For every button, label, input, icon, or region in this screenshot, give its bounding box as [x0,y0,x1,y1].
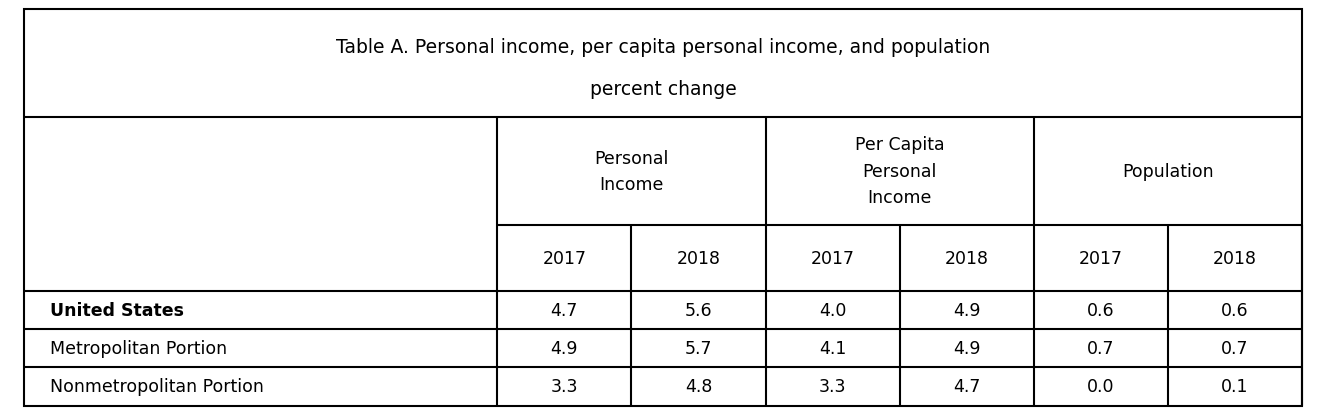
Text: 3.3: 3.3 [550,377,578,396]
Text: Table A. Personal income, per capita personal income, and population: Table A. Personal income, per capita per… [335,38,991,57]
Text: 4.0: 4.0 [819,301,846,319]
Text: 4.9: 4.9 [953,339,980,357]
Text: 0.6: 0.6 [1221,301,1249,319]
Text: 2018: 2018 [944,249,989,267]
Text: 4.8: 4.8 [684,377,712,396]
Text: Personal
Income: Personal Income [594,149,668,194]
Text: 4.7: 4.7 [550,301,578,319]
Text: 4.9: 4.9 [550,339,578,357]
Text: 0.6: 0.6 [1087,301,1115,319]
Text: 0.0: 0.0 [1087,377,1115,396]
Text: 4.9: 4.9 [953,301,980,319]
Text: 4.1: 4.1 [819,339,846,357]
Text: 0.7: 0.7 [1087,339,1115,357]
Text: United States: United States [50,301,184,319]
Text: Population: Population [1122,162,1213,180]
FancyBboxPatch shape [24,10,1302,406]
Text: 5.7: 5.7 [684,339,712,357]
Text: 0.1: 0.1 [1221,377,1249,396]
Text: 2017: 2017 [810,249,855,267]
Text: 2017: 2017 [1079,249,1123,267]
Text: 5.6: 5.6 [684,301,712,319]
Text: 2018: 2018 [1213,249,1257,267]
Text: 2018: 2018 [676,249,720,267]
Text: Per Capita
Personal
Income: Per Capita Personal Income [855,136,944,207]
Text: 0.7: 0.7 [1221,339,1249,357]
Text: 3.3: 3.3 [819,377,846,396]
Text: Nonmetropolitan Portion: Nonmetropolitan Portion [50,377,264,396]
Text: Metropolitan Portion: Metropolitan Portion [50,339,228,357]
Text: 2017: 2017 [542,249,586,267]
Text: percent change: percent change [590,79,736,98]
Text: 4.7: 4.7 [953,377,980,396]
